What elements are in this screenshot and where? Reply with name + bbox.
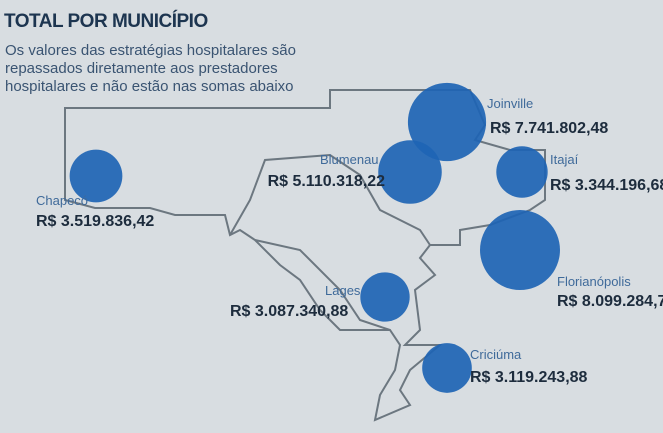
region-border: [254, 239, 391, 331]
municipality-name: Lages: [325, 283, 361, 298]
value-bubble: [422, 343, 472, 393]
value-bubble: [496, 146, 548, 198]
municipality-name: Itajaí: [550, 152, 579, 167]
title: TOTAL POR MUNICÍPIO: [4, 10, 208, 32]
municipality-name: Florianópolis: [557, 274, 631, 289]
value-bubble: [69, 149, 123, 203]
region-border: [229, 153, 431, 246]
municipality-name: Joinville: [487, 96, 533, 111]
subtitle-line: repassados diretamente aos prestadores: [5, 60, 278, 77]
value-bubble: [480, 210, 560, 290]
municipality-name: Criciúma: [470, 347, 522, 362]
municipality-name: Chapecó: [36, 193, 88, 208]
municipality-value: R$ 3.087.340,88: [230, 303, 348, 320]
municipality-value: R$ 3.119.243,88: [470, 369, 588, 386]
subtitle-line: hospitalares e não estão nas somas abaix…: [5, 78, 294, 95]
municipality-value: R$ 7.741.802,48: [490, 120, 608, 137]
municipality-value: R$ 3.344.196,68: [550, 177, 663, 194]
municipality-name: Blumenau: [320, 152, 379, 167]
municipality-value: R$ 3.519.836,42: [36, 213, 154, 230]
value-bubble: [378, 140, 442, 204]
municipality-value: R$ 5.110.318,22: [268, 173, 386, 190]
value-bubble: [407, 82, 487, 162]
value-bubble: [360, 272, 410, 322]
municipality-value: R$ 8.099.284,70: [557, 293, 663, 310]
subtitle-line: Os valores das estratégias hospitalares …: [5, 42, 296, 59]
